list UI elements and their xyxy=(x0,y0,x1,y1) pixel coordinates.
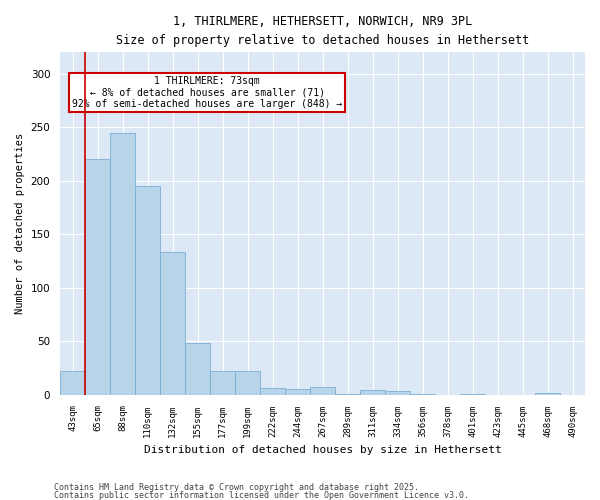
Y-axis label: Number of detached properties: Number of detached properties xyxy=(15,133,25,314)
Title: 1, THIRLMERE, HETHERSETT, NORWICH, NR9 3PL
Size of property relative to detached: 1, THIRLMERE, HETHERSETT, NORWICH, NR9 3… xyxy=(116,15,529,47)
Bar xyxy=(110,132,135,394)
Bar xyxy=(310,387,335,394)
Bar xyxy=(385,392,410,394)
Bar xyxy=(285,390,310,394)
Bar xyxy=(235,371,260,394)
Text: Contains public sector information licensed under the Open Government Licence v3: Contains public sector information licen… xyxy=(54,490,469,500)
Text: 1 THIRLMERE: 73sqm
← 8% of detached houses are smaller (71)
92% of semi-detached: 1 THIRLMERE: 73sqm ← 8% of detached hous… xyxy=(72,76,342,110)
Bar xyxy=(185,344,210,394)
X-axis label: Distribution of detached houses by size in Hethersett: Distribution of detached houses by size … xyxy=(143,445,502,455)
Bar xyxy=(85,160,110,394)
Bar xyxy=(360,390,385,394)
Text: Contains HM Land Registry data © Crown copyright and database right 2025.: Contains HM Land Registry data © Crown c… xyxy=(54,484,419,492)
Bar xyxy=(60,371,85,394)
Bar xyxy=(135,186,160,394)
Bar xyxy=(210,371,235,394)
Bar xyxy=(260,388,285,394)
Bar xyxy=(160,252,185,394)
Bar xyxy=(535,392,560,394)
